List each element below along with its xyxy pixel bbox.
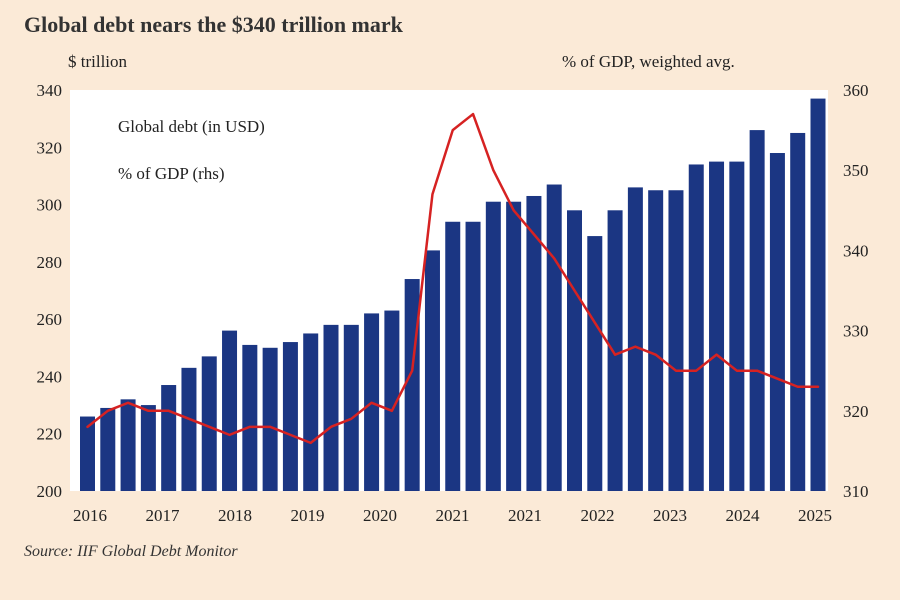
x-tick-label: 2018 (218, 506, 252, 525)
debt-bar (587, 236, 603, 491)
left-tick-label: 320 (37, 138, 63, 157)
right-tick-label: 320 (843, 402, 869, 421)
debt-bar (627, 187, 643, 491)
left-tick-label: 240 (37, 367, 63, 386)
x-tick-label: 2020 (363, 506, 397, 525)
debt-bar (445, 221, 461, 491)
debt-bar (384, 310, 400, 491)
debt-bar (404, 279, 420, 491)
left-tick-label: 340 (37, 81, 63, 100)
debt-bar (140, 405, 156, 491)
debt-bar (303, 333, 319, 491)
debt-bar (769, 153, 785, 491)
right-tick-label: 330 (843, 322, 869, 341)
debt-bar (222, 330, 238, 491)
debt-bar (465, 221, 481, 491)
right-axis-unit: % of GDP, weighted avg. (562, 52, 735, 71)
x-tick-label: 2022 (581, 506, 615, 525)
right-axis-ticks: 310 320 330 340 350 360 (843, 81, 869, 501)
left-tick-label: 200 (37, 482, 63, 501)
x-tick-label: 2021 (436, 506, 470, 525)
debt-bar (790, 132, 806, 491)
left-tick-label: 260 (37, 310, 63, 329)
debt-bar (709, 161, 725, 492)
debt-bar (161, 385, 177, 491)
debt-bar (120, 399, 136, 491)
x-tick-label: 2023 (653, 506, 687, 525)
debt-bar (668, 190, 684, 491)
right-tick-label: 360 (843, 81, 869, 100)
debt-bar (546, 184, 562, 491)
debt-bar (506, 201, 522, 491)
debt-bar (567, 210, 582, 492)
x-tick-label: 2025 (798, 506, 832, 525)
chart-title: Global debt nears the $340 trillion mark (24, 12, 403, 37)
left-axis-unit: $ trillion (68, 52, 128, 71)
right-tick-label: 310 (843, 482, 869, 501)
debt-bar (201, 356, 217, 491)
source-note: Source: IIF Global Debt Monitor (24, 543, 238, 560)
bar-series (80, 98, 826, 492)
left-tick-label: 220 (37, 425, 63, 444)
debt-bar (526, 195, 542, 492)
debt-bar (80, 416, 95, 491)
legend-gdp-label: % of GDP (rhs) (118, 164, 225, 183)
x-tick-label: 2017 (146, 506, 181, 525)
debt-bar (749, 130, 765, 491)
x-tick-label: 2019 (291, 506, 325, 525)
debt-bar (181, 367, 197, 491)
debt-bar (607, 210, 623, 492)
debt-bar (424, 250, 440, 491)
debt-bar (810, 98, 826, 491)
x-axis-ticks: 2016 2017 2018 2019 2020 2021 2021 2022 2023 2024… (73, 506, 832, 525)
left-axis-ticks: 200 220 240 260 280 300 320 340 (37, 81, 63, 501)
left-tick-label: 280 (37, 253, 63, 272)
debt-bar (343, 324, 359, 491)
x-tick-label: 2024 (726, 506, 761, 525)
x-tick-label: 2021 (508, 506, 542, 525)
left-tick-label: 300 (37, 196, 63, 215)
right-tick-label: 340 (843, 241, 869, 260)
debt-bar (262, 347, 278, 491)
debt-bar (242, 344, 258, 491)
debt-bar (323, 324, 339, 491)
debt-bar (729, 161, 745, 492)
debt-bar (485, 201, 501, 491)
debt-bar (688, 164, 704, 491)
gdp-ratio-line (86, 112, 820, 445)
debt-bar (648, 190, 664, 491)
legend-debt-label: Global debt (in USD) (118, 117, 265, 136)
debt-bar (100, 407, 116, 491)
x-tick-label: 2016 (73, 506, 107, 525)
right-tick-label: 350 (843, 161, 869, 180)
debt-bar (282, 342, 298, 491)
